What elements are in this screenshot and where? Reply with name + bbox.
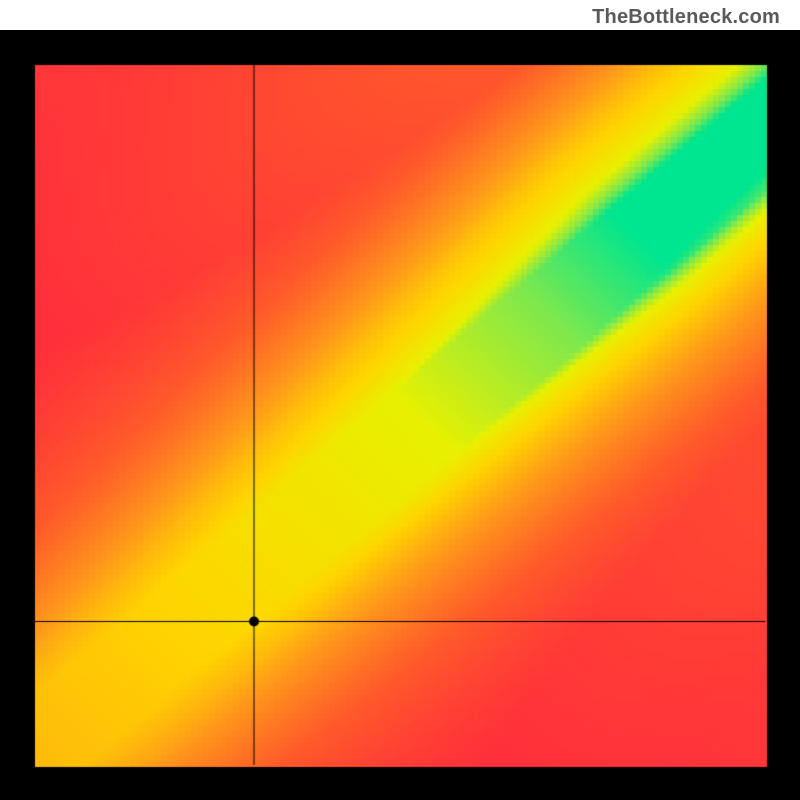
watermark-text: TheBottleneck.com [592,6,780,29]
heatmap-canvas [0,30,800,800]
chart-outer [0,30,800,800]
